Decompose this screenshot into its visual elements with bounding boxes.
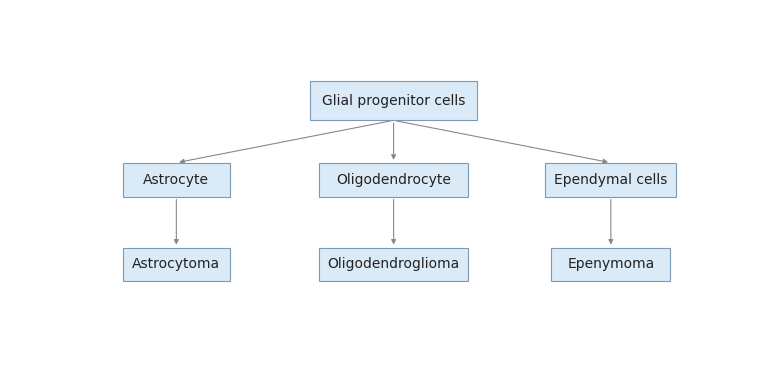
FancyBboxPatch shape xyxy=(123,247,230,281)
Text: Oligodendroglioma: Oligodendroglioma xyxy=(327,258,460,272)
FancyArrowPatch shape xyxy=(180,121,391,163)
FancyArrowPatch shape xyxy=(396,121,607,163)
FancyArrowPatch shape xyxy=(174,199,178,243)
FancyArrowPatch shape xyxy=(392,123,396,159)
FancyBboxPatch shape xyxy=(551,247,670,281)
FancyBboxPatch shape xyxy=(123,163,230,197)
FancyBboxPatch shape xyxy=(545,163,677,197)
Text: Astrocytoma: Astrocytoma xyxy=(132,258,220,272)
FancyBboxPatch shape xyxy=(319,163,468,197)
Text: Ependymal cells: Ependymal cells xyxy=(554,173,667,187)
FancyBboxPatch shape xyxy=(310,81,477,120)
FancyArrowPatch shape xyxy=(392,199,396,243)
FancyBboxPatch shape xyxy=(319,247,468,281)
Text: Glial progenitor cells: Glial progenitor cells xyxy=(322,94,465,108)
Text: Oligodendrocyte: Oligodendrocyte xyxy=(336,173,451,187)
Text: Epenymoma: Epenymoma xyxy=(568,258,654,272)
Text: Astrocyte: Astrocyte xyxy=(144,173,210,187)
FancyArrowPatch shape xyxy=(609,199,613,243)
